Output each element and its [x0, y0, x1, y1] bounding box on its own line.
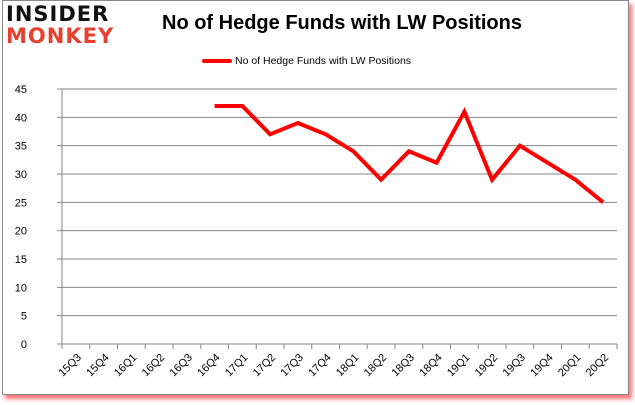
x-tick-label: 18Q2 — [362, 352, 390, 380]
y-tick-label: 30 — [15, 169, 27, 181]
legend-line-swatch — [202, 59, 232, 63]
chart-frame — [2, 0, 629, 395]
y-tick-label: 35 — [15, 141, 27, 153]
legend-label: No of Hedge Funds with LW Positions — [235, 55, 412, 67]
y-tick-label: 5 — [21, 311, 27, 323]
x-tick-label: 16Q2 — [140, 352, 168, 380]
x-tick-label: 17Q1 — [223, 352, 251, 380]
x-tick-label: 17Q3 — [278, 352, 306, 380]
y-tick-label: 10 — [15, 282, 27, 294]
series-line — [214, 104, 605, 204]
x-tick-label: 18Q4 — [417, 352, 445, 380]
y-tick-label: 45 — [15, 84, 27, 96]
y-tick-label: 40 — [15, 112, 27, 124]
logo-line-2: MONKEY — [6, 24, 115, 48]
x-tick-label: 16Q4 — [195, 352, 223, 380]
y-tick-label: 25 — [15, 197, 27, 209]
y-tick-label: 15 — [15, 254, 27, 266]
y-tick-label: 20 — [15, 226, 27, 238]
logo-line-1: INSIDER — [6, 2, 110, 26]
chart-title: No of Hedge Funds with LW Positions — [162, 12, 522, 34]
x-tick-label: 16Q1 — [112, 352, 140, 380]
x-tick-label: 19Q4 — [528, 352, 556, 380]
chart-legend: No of Hedge Funds with LW Positions — [202, 55, 411, 67]
x-tick-label: 18Q3 — [389, 352, 417, 380]
x-tick-label: 18Q1 — [334, 352, 362, 380]
x-tick-label: 20Q1 — [556, 352, 584, 380]
x-tick-label: 15Q4 — [84, 352, 112, 380]
x-tick-label: 17Q4 — [306, 352, 334, 380]
x-tick-label: 19Q2 — [473, 352, 501, 380]
x-tick-label: 16Q3 — [167, 352, 195, 380]
x-tick-label: 19Q3 — [500, 352, 528, 380]
x-tick-label: 15Q3 — [56, 352, 84, 380]
y-tick-label: 0 — [21, 339, 27, 351]
x-tick-label: 17Q2 — [251, 352, 279, 380]
insider-monkey-logo: INSIDER MONKEY — [6, 4, 114, 47]
x-tick-label: 19Q1 — [445, 352, 473, 380]
x-tick-label: 20Q2 — [584, 352, 612, 380]
